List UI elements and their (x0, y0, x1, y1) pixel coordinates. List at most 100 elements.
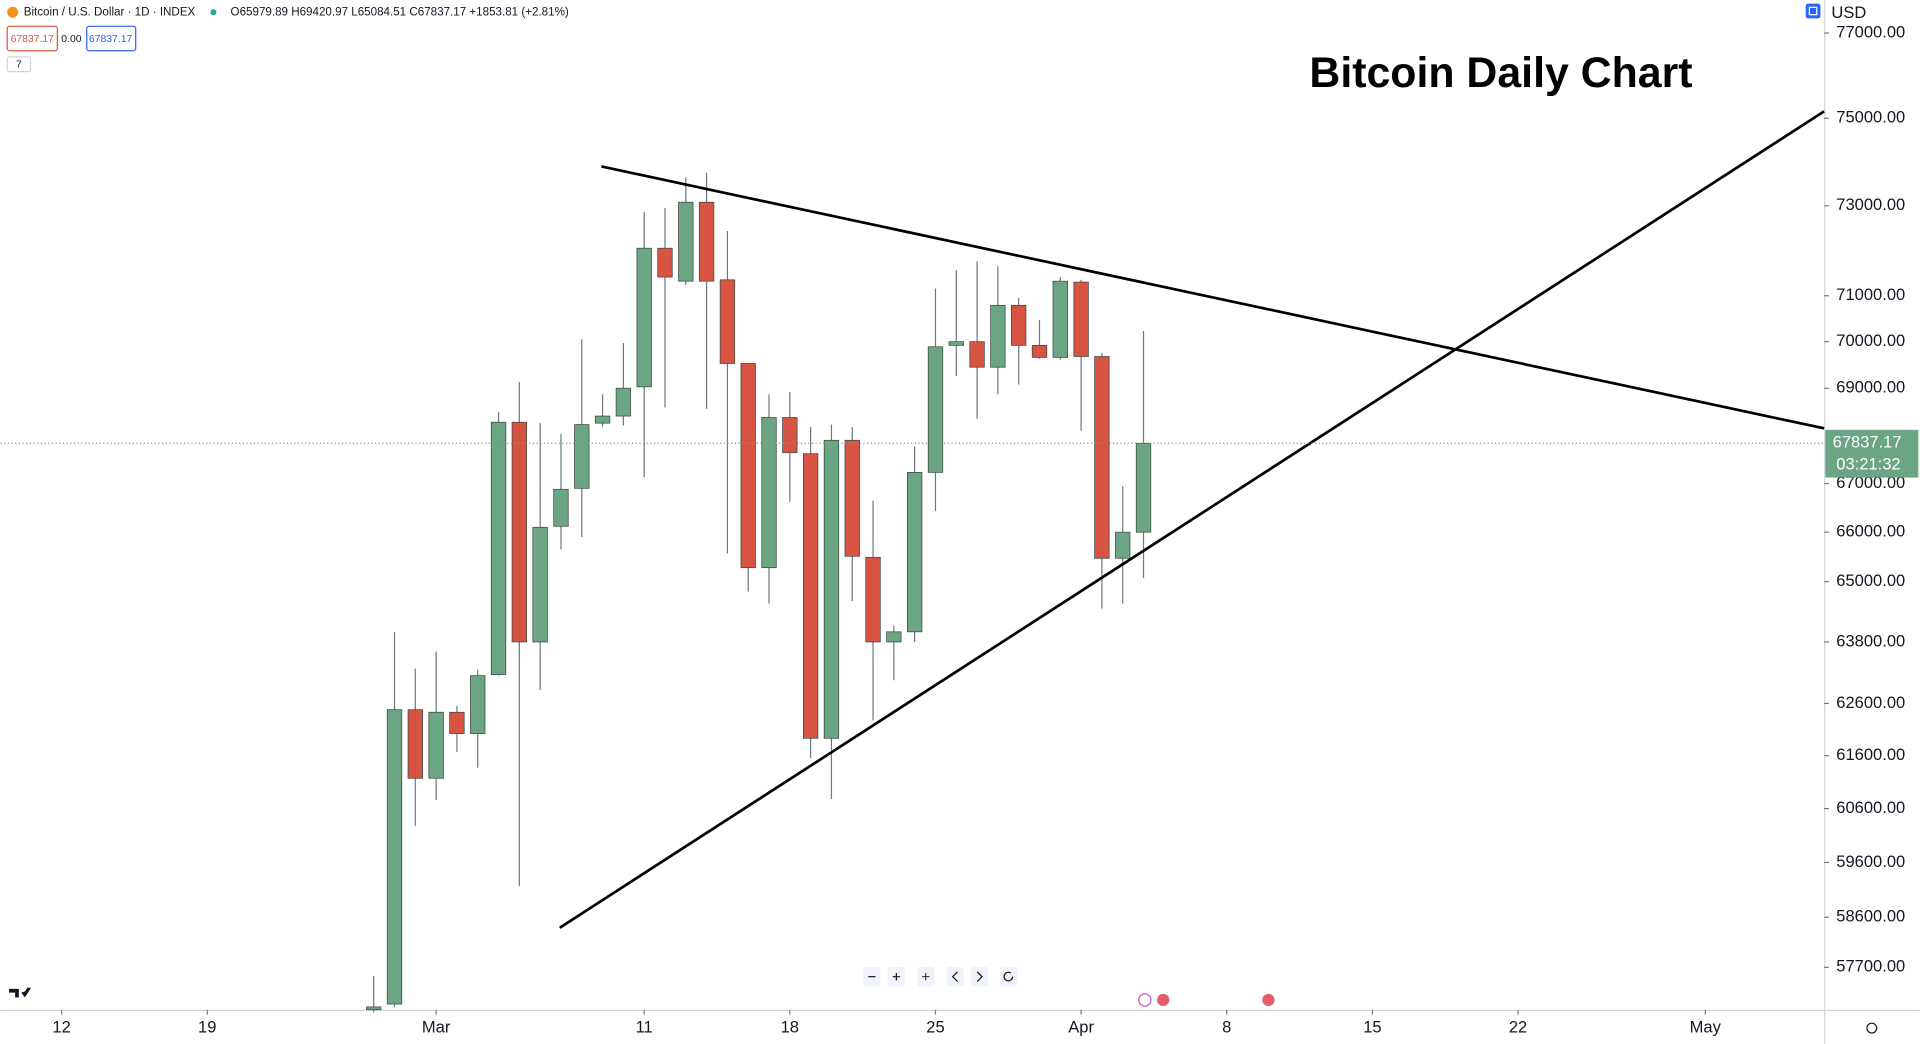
candle-body (490, 421, 507, 675)
zoom-toolbar (863, 966, 1018, 987)
y-tick-label: 65000.00 (1836, 571, 1905, 590)
candle-body (782, 417, 798, 454)
indicator-box[interactable] (6, 25, 58, 52)
candles (366, 172, 1152, 1013)
x-tick-label: 8 (1222, 1017, 1231, 1036)
x-tick-label: 11 (636, 1017, 653, 1036)
candle-body (407, 709, 423, 779)
y-tick-label: 58600.00 (1836, 907, 1905, 926)
candle-body (594, 415, 611, 424)
chart-title: Bitcoin Daily Chart (1309, 49, 1692, 97)
countdown-label: 03:21:32 (1836, 455, 1900, 474)
currency-label: USD (1831, 3, 1866, 22)
candle-body (1115, 531, 1131, 559)
y-tick-label: 62600.00 (1836, 693, 1905, 712)
candle-body (969, 341, 985, 368)
y-tick-label: 70000.00 (1836, 331, 1905, 350)
y-tick-label: 73000.00 (1836, 195, 1905, 214)
indicator-box[interactable] (86, 25, 137, 52)
candle-body (761, 417, 777, 569)
last-price-box (1825, 429, 1919, 478)
scroll-right-button[interactable] (971, 966, 989, 987)
ohlc-label: O65979.89 H69420.97 L65084.51 C67837.17 … (231, 5, 569, 18)
settings-icon-inner (1808, 6, 1818, 16)
reset-button[interactable] (1000, 966, 1018, 987)
candle-body (532, 526, 548, 643)
y-tick-label: 75000.00 (1836, 108, 1905, 127)
candle-body (990, 304, 1006, 368)
symbol-icon (7, 6, 19, 18)
y-tick-label: 60600.00 (1836, 798, 1905, 817)
event-marker[interactable] (1138, 993, 1152, 1007)
x-tick-label: Apr (1068, 1017, 1094, 1036)
y-tick-label: 59600.00 (1836, 852, 1905, 871)
x-tick-label: 25 (926, 1017, 944, 1036)
candle-body (449, 711, 465, 734)
icon (1003, 971, 1014, 982)
symbol-label: Bitcoin / U.S. Dollar · 1D · INDEX (24, 5, 196, 18)
trendline-resistance (601, 165, 1825, 430)
x-tick-label: Mar (422, 1017, 451, 1036)
candle-body (698, 201, 715, 282)
trendline-support (559, 110, 1825, 929)
indicator-count: 7 (16, 59, 21, 70)
y-tick-label: 63800.00 (1836, 631, 1905, 650)
y-tick-label: 61600.00 (1836, 745, 1905, 764)
candle-body (1052, 280, 1068, 358)
y-tick-label: 66000.00 (1836, 522, 1905, 541)
event-marker[interactable] (1262, 993, 1275, 1007)
candle-body (511, 421, 527, 643)
candle-body (615, 387, 632, 417)
candle-body (1031, 344, 1048, 358)
indicator-value: 0.00 (61, 34, 81, 45)
candle-body (927, 346, 944, 473)
status-dot (210, 9, 217, 16)
x-tick-label: 15 (1363, 1017, 1381, 1036)
event-marker[interactable] (1157, 993, 1170, 1007)
y-tick-label: 57700.00 (1836, 957, 1905, 976)
indicator-value: 67837.17 (11, 34, 55, 45)
y-tick-label: 69000.00 (1836, 378, 1905, 397)
candle-body (1011, 304, 1027, 346)
candle-body (823, 439, 840, 739)
candle-body (740, 363, 756, 569)
y-tick-label: 71000.00 (1836, 285, 1905, 304)
x-tick-label: 18 (781, 1017, 799, 1036)
candle-body (553, 488, 569, 527)
icon (892, 973, 901, 981)
scroll-left-button[interactable] (946, 966, 964, 987)
y-tick-label: 77000.00 (1836, 22, 1905, 41)
candle-body (907, 472, 923, 633)
last-price-label: 67837.17 (1833, 433, 1902, 452)
candle-body (574, 424, 590, 489)
candle-body (470, 675, 486, 734)
x-tick-label: 19 (198, 1017, 216, 1036)
candle-body (1073, 281, 1089, 357)
candle-body (719, 279, 736, 364)
candle-body (865, 556, 881, 643)
candle-body (386, 709, 403, 1005)
candle-body (636, 247, 652, 388)
candle-body (886, 631, 902, 643)
indicator-toggle[interactable] (6, 56, 32, 73)
candle-body (678, 201, 694, 282)
icon (922, 973, 930, 981)
logo (9, 987, 32, 998)
candle-body (428, 711, 444, 779)
x-tick-label: 12 (52, 1017, 70, 1036)
candle-body (948, 341, 964, 346)
icon (976, 971, 983, 983)
y-tick-label: 67000.00 (1836, 473, 1905, 492)
settings-icon[interactable] (1805, 3, 1821, 19)
icon (951, 971, 958, 983)
x-tick-label: May (1690, 1017, 1722, 1036)
candle-body (844, 439, 860, 557)
x-tick-label: 22 (1509, 1017, 1527, 1036)
candle-body (657, 247, 673, 278)
candle-body (802, 453, 819, 739)
candle-body (1135, 442, 1152, 533)
settings-button[interactable] (1866, 1022, 1878, 1034)
